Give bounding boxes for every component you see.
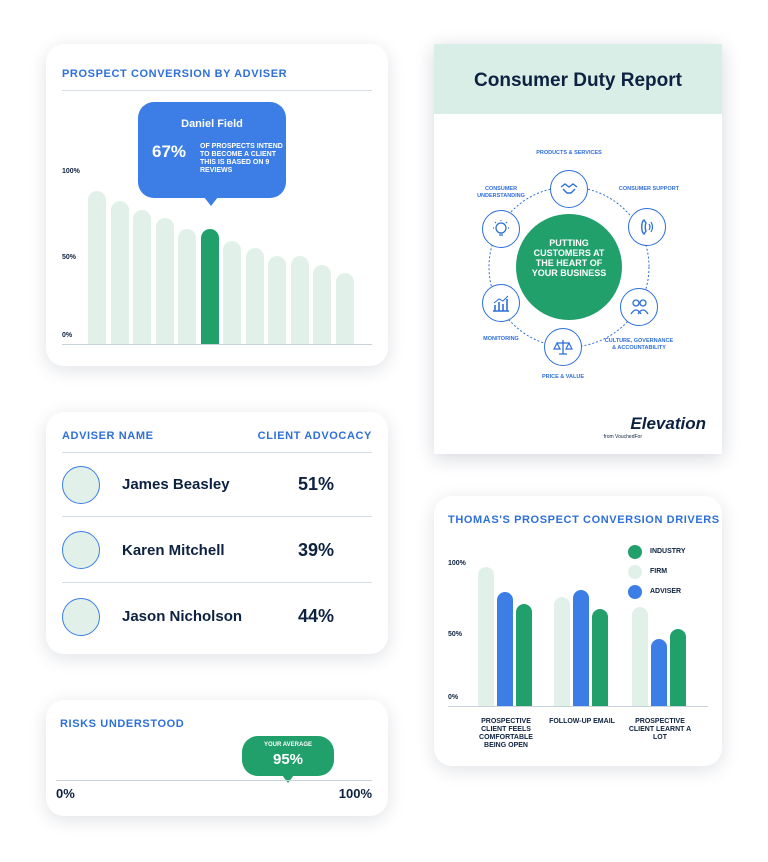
advocacy-value: 44% [298, 606, 335, 626]
bar[interactable] [133, 209, 151, 344]
prospect-conversion-card: PROSPECT CONVERSION BY ADVISER Daniel Fi… [46, 44, 388, 366]
phone-icon [628, 208, 666, 246]
people-icon [620, 288, 658, 326]
scale-min-label: 0% [56, 786, 75, 801]
divider [62, 516, 372, 517]
avatar [62, 466, 100, 504]
card-title: PROSPECT CONVERSION BY ADVISER [62, 68, 288, 80]
scale-track [56, 780, 372, 781]
tooltip-name: Daniel Field [181, 118, 243, 130]
bar[interactable] [313, 264, 331, 344]
y-tick-label: 0% [448, 694, 459, 701]
legend-swatch [628, 565, 642, 579]
hub-text: PUTTING CUSTOMERS AT THE HEART OF YOUR B… [531, 238, 607, 278]
legend-label: FIRM [650, 568, 668, 575]
report-title: Consumer Duty Report [474, 70, 682, 91]
y-tick-label: 50% [448, 631, 463, 638]
node-label-monitoring: MONITORING [483, 336, 519, 342]
adviser-advocacy-card: ADVISER NAME CLIENT ADVOCACY James Beasl… [46, 412, 388, 654]
bar[interactable] [335, 273, 354, 344]
y-tick-label: 100% [448, 560, 466, 567]
node-label-price: PRICE & VALUE [541, 374, 585, 380]
baseline [62, 344, 372, 345]
adviser-tooltip: Daniel Field 67% OF PROSPECTS INTEND TO … [138, 102, 286, 206]
risks-understood-card: RISKS UNDERSTOOD YOUR AVERAGE 95% 0% 100… [46, 700, 388, 816]
tooltip-percent: 67% [152, 142, 187, 161]
bar-adviser[interactable] [497, 592, 513, 706]
bar[interactable] [178, 228, 196, 344]
advocacy-value: 51% [298, 474, 335, 494]
bar[interactable] [110, 201, 129, 344]
bar[interactable] [223, 240, 241, 344]
avatar [62, 598, 100, 636]
y-tick-label: 0% [62, 332, 73, 339]
adviser-name: James Beasley [122, 476, 230, 493]
y-tick-label: 50% [62, 254, 77, 261]
average-value: 95% [272, 751, 304, 768]
category-label: FOLLOW-UP EMAIL [549, 718, 615, 725]
bar-firm[interactable] [478, 566, 494, 706]
bar[interactable] [268, 256, 286, 344]
consumer-duty-report-card[interactable]: Consumer Duty Report PUTTING CUSTOMERS A… [434, 44, 722, 454]
category-label: PROSPECTIVE CLIENT FEELS COMFORTABLE BEI… [479, 718, 533, 749]
handshake-icon [550, 170, 588, 208]
hub-circle: PUTTING CUSTOMERS AT THE HEART OF YOUR B… [516, 214, 622, 320]
bar-firm[interactable] [554, 596, 570, 706]
node-label-understanding: CONSUMER UNDERSTANDING [477, 186, 525, 199]
elevation-logo: Elevation [630, 414, 706, 433]
baseline [448, 706, 708, 707]
average-bubble: YOUR AVERAGE 95% [242, 736, 334, 783]
column-header-advocacy: CLIENT ADVOCACY [257, 430, 372, 442]
adviser-name: Karen Mitchell [122, 542, 225, 559]
conversion-drivers-card: THOMAS'S PROSPECT CONVERSION DRIVERS 100… [434, 496, 722, 766]
node-label-culture: CULTURE, GOVERNANCE & ACCOUNTABILITY [604, 338, 674, 351]
report-header: Consumer Duty Report [434, 44, 722, 114]
category-label: PROSPECTIVE CLIENT LEARNT A LOT [628, 718, 692, 741]
card-title: THOMAS'S PROSPECT CONVERSION DRIVERS [448, 514, 720, 526]
legend-item: FIRM [628, 565, 668, 579]
bar-adviser[interactable] [573, 589, 589, 706]
node-label-products: PRODUCTS & SERVICES [536, 150, 602, 156]
lightbulb-icon [482, 210, 520, 248]
legend-label: INDUSTRY [650, 548, 686, 555]
legend-item: ADVISER [628, 585, 682, 599]
bar[interactable] [88, 190, 106, 344]
column-header-name: ADVISER NAME [62, 430, 154, 442]
bar-firm[interactable] [632, 606, 648, 706]
bar[interactable] [290, 256, 309, 344]
bar-adviser[interactable] [651, 639, 667, 706]
bar-industry[interactable] [670, 629, 686, 706]
scale-max-label: 100% [338, 786, 372, 801]
divider [62, 90, 372, 91]
advocacy-value: 39% [298, 540, 335, 560]
bar-industry[interactable] [516, 603, 532, 706]
legend-swatch [628, 545, 642, 559]
brand-subtitle: from VouchedFor [603, 434, 642, 440]
divider [62, 452, 372, 453]
card-title: RISKS UNDERSTOOD [60, 718, 185, 730]
average-label: YOUR AVERAGE [263, 742, 312, 748]
bar[interactable] [155, 218, 174, 344]
legend-item: INDUSTRY [628, 545, 686, 559]
legend-swatch [628, 585, 642, 599]
divider [62, 582, 372, 583]
y-tick-label: 100% [62, 168, 80, 175]
adviser-name: Jason Nicholson [122, 608, 243, 625]
bar-chart-icon [482, 284, 520, 322]
highlighted-bar[interactable] [200, 228, 219, 344]
avatar [62, 531, 100, 569]
legend-label: ADVISER [650, 588, 682, 595]
tooltip-text: OF PROSPECTS INTEND TO BECOME A CLIENT T… [200, 143, 283, 174]
node-label-support: CONSUMER SUPPORT [618, 186, 680, 192]
bar[interactable] [245, 247, 264, 344]
bar-industry[interactable] [592, 609, 608, 706]
scales-icon [544, 328, 582, 366]
